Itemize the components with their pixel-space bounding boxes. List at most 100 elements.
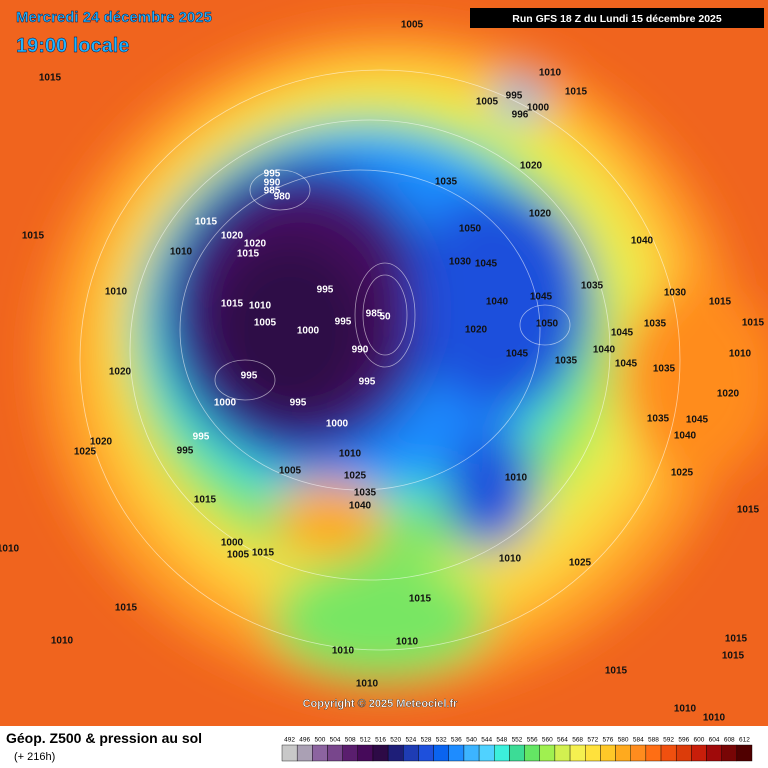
scale-label: 576 bbox=[603, 737, 614, 744]
scale-cell bbox=[509, 744, 525, 762]
isobar-label: 1015 bbox=[195, 217, 218, 228]
date: Mercredi 24 décembre 2025 bbox=[16, 9, 212, 26]
isobar-label: 995 bbox=[359, 377, 376, 388]
isobar-label: 1000 bbox=[214, 398, 237, 409]
isobar-label: 990 bbox=[352, 345, 369, 356]
scale-cell bbox=[569, 744, 586, 762]
isobar-label: 1000 bbox=[297, 326, 320, 337]
isobar-label: 1015 bbox=[565, 87, 588, 98]
isobar-label: 1020 bbox=[520, 161, 543, 172]
isobar-label: 995 bbox=[506, 91, 523, 102]
scale-label: 568 bbox=[572, 737, 583, 744]
scale-label: 608 bbox=[724, 737, 735, 744]
isobar-label: 1035 bbox=[647, 414, 670, 425]
scale-cell bbox=[372, 744, 389, 762]
scale-label: 580 bbox=[618, 737, 629, 744]
isobar-label: 1020 bbox=[465, 325, 488, 336]
isobar-label: 1035 bbox=[555, 356, 578, 367]
isobar-label: 1010 bbox=[703, 713, 726, 724]
field bbox=[0, 0, 768, 726]
scale-cell bbox=[721, 744, 738, 762]
isobar-label: 1020 bbox=[109, 367, 132, 378]
isobar-label: 1005 bbox=[401, 20, 424, 31]
isobar-label: 1010 bbox=[396, 637, 419, 648]
scale-label: 536 bbox=[451, 737, 462, 744]
isobar-label: 995 bbox=[264, 169, 281, 180]
scale-cell bbox=[463, 744, 480, 762]
scale-cell bbox=[418, 744, 434, 762]
run-box bbox=[470, 8, 764, 28]
scale-cell bbox=[281, 744, 298, 762]
scale-label: 560 bbox=[542, 737, 553, 744]
scale-cell bbox=[585, 744, 601, 762]
scale-cell bbox=[403, 744, 419, 762]
isobar-label: 1010 bbox=[729, 349, 752, 360]
isobar-label: 1010 bbox=[539, 68, 562, 79]
scale-label: 552 bbox=[512, 737, 523, 744]
scale-label: 516 bbox=[375, 737, 386, 744]
scale-cell bbox=[296, 744, 313, 762]
isobar-label: 1015 bbox=[221, 299, 244, 310]
isobar-label: 1010 bbox=[105, 287, 128, 298]
isobar-label: 1040 bbox=[674, 431, 697, 442]
isobar-label: 1015 bbox=[237, 249, 260, 260]
scale-label: 604 bbox=[709, 737, 720, 744]
isobar-label: 995 bbox=[335, 317, 352, 328]
isobar-label: 1015 bbox=[39, 73, 62, 84]
isobar-label: 1035 bbox=[581, 281, 604, 292]
scale-label: 540 bbox=[466, 737, 477, 744]
isobar-label: 1005 bbox=[279, 466, 302, 477]
isobar-label: 1035 bbox=[435, 177, 458, 188]
isobar-label: 1015 bbox=[742, 318, 765, 329]
isobar-label: 1030 bbox=[664, 288, 687, 299]
isobar-label: 1010 bbox=[51, 636, 74, 647]
isobar-label: 1015 bbox=[605, 666, 628, 677]
scale-label: 548 bbox=[496, 737, 507, 744]
isobar-label: 1040 bbox=[486, 297, 509, 308]
isobar-label: 1040 bbox=[593, 345, 616, 356]
isobar-label: 1045 bbox=[530, 292, 553, 303]
footer-lead: (+ 216h) bbox=[14, 751, 55, 763]
scale-cell bbox=[494, 744, 510, 762]
isobars bbox=[79, 69, 681, 651]
isobar-label: 1010 bbox=[505, 473, 528, 484]
scale-label: 588 bbox=[648, 737, 659, 744]
isobar-label: 985 bbox=[366, 309, 383, 320]
scale-label: 504 bbox=[330, 737, 341, 744]
scale-label: 564 bbox=[557, 737, 568, 744]
isobar-label: 1015 bbox=[722, 651, 745, 662]
scale-label: 528 bbox=[421, 737, 432, 744]
isobar-label: 1050 bbox=[459, 224, 482, 235]
scale-label: 572 bbox=[587, 737, 598, 744]
isobar-label: 1010 bbox=[249, 301, 272, 312]
isobar-label: 1035 bbox=[354, 488, 377, 499]
isobar-label: 995 bbox=[290, 398, 307, 409]
copyright: Copyright © 2025 Meteociel.fr bbox=[303, 698, 459, 710]
isobar-label: 1015 bbox=[737, 505, 760, 516]
isobar-label: 1025 bbox=[569, 558, 592, 569]
scale-label: 492 bbox=[284, 737, 295, 744]
scale-label: 556 bbox=[527, 737, 538, 744]
isobar-label: 1025 bbox=[671, 468, 694, 479]
scale-cell bbox=[357, 744, 374, 762]
isobar-label: 1000 bbox=[527, 103, 550, 114]
isobar-label: 1045 bbox=[475, 259, 498, 270]
scale-label: 600 bbox=[694, 737, 705, 744]
isobar-label: 995 bbox=[193, 432, 210, 443]
isobar-label: 1010 bbox=[674, 704, 697, 715]
isobar-label: 1040 bbox=[631, 236, 654, 247]
isobar-label: 1005 bbox=[227, 550, 250, 561]
scale-cell bbox=[645, 744, 662, 762]
isobar-label: 995 bbox=[241, 371, 258, 382]
scale-cell bbox=[448, 744, 465, 762]
isobar-label: 1020 bbox=[221, 231, 244, 242]
isobar-label: 1010 bbox=[356, 679, 379, 690]
isobar-label: 1035 bbox=[653, 364, 676, 375]
isobar-label: 1050 bbox=[536, 319, 559, 330]
scale-cell bbox=[615, 744, 631, 762]
scale-cell bbox=[736, 744, 753, 762]
isobar-label: 1015 bbox=[725, 634, 748, 645]
scale-cell bbox=[387, 744, 404, 762]
isobar-label: 1020 bbox=[529, 209, 552, 220]
